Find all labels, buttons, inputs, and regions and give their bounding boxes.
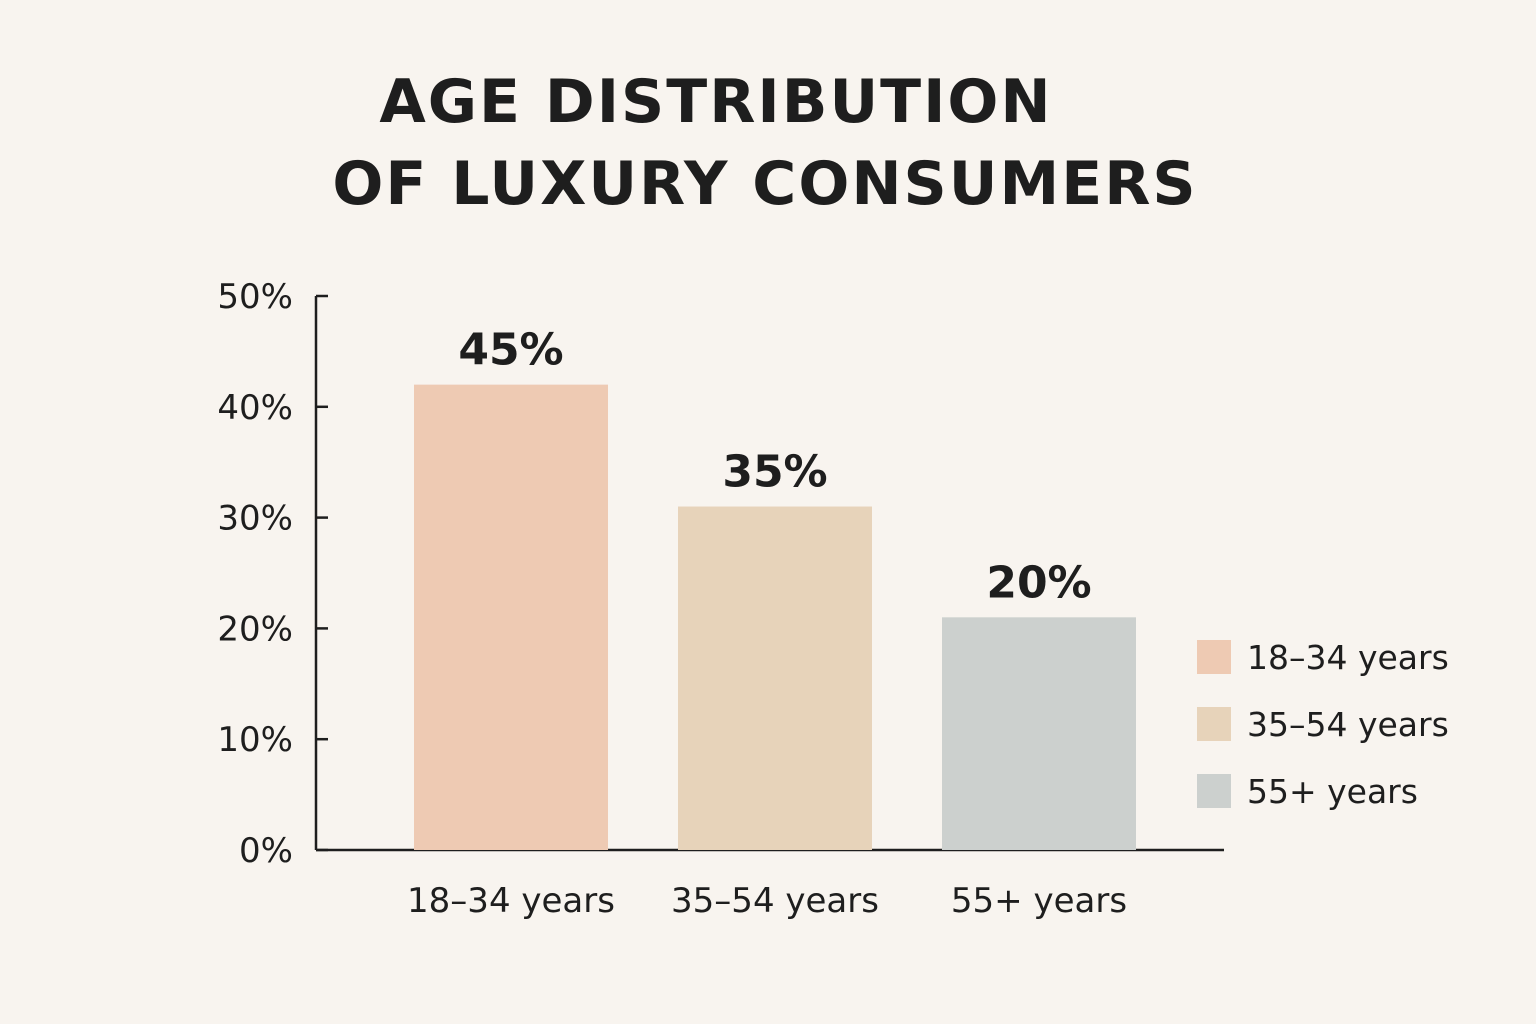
y-tick-label: 10% (217, 720, 293, 760)
bar-data-label: 45% (458, 325, 563, 376)
legend-swatch (1197, 707, 1231, 741)
bars: 45% 35% 20% (414, 325, 1136, 850)
chart-title-line-2: OF LUXURY CONSUMERS (332, 149, 1198, 219)
bar (678, 506, 872, 850)
legend-label: 35–54 years (1247, 705, 1449, 744)
y-tick-label: 0% (239, 831, 293, 871)
x-category-label: 18–34 years (407, 881, 615, 921)
y-tick-label: 30% (217, 499, 293, 539)
x-category-label: 55+ years (951, 881, 1127, 921)
legend: 18–34 years 35–54 years 55+ years (1197, 638, 1449, 811)
bar (942, 617, 1136, 850)
y-tick-label: 50% (217, 277, 293, 317)
x-axis: 18–34 years 35–54 years 55+ years (316, 848, 1224, 921)
bar (414, 384, 608, 850)
legend-swatch (1197, 640, 1231, 674)
legend-label: 55+ years (1247, 772, 1418, 811)
y-axis: 0% 10% 20% 30% 40% 50% (217, 277, 328, 871)
chart-title-line-1: AGE DISTRIBUTION (379, 67, 1053, 137)
bar-data-label: 35% (722, 447, 827, 498)
y-tick-label: 20% (217, 609, 293, 649)
x-category-label: 35–54 years (671, 881, 879, 921)
legend-swatch (1197, 774, 1231, 808)
legend-label: 18–34 years (1247, 638, 1449, 677)
y-tick-label: 40% (217, 388, 293, 428)
bar-data-label: 20% (986, 557, 1091, 608)
